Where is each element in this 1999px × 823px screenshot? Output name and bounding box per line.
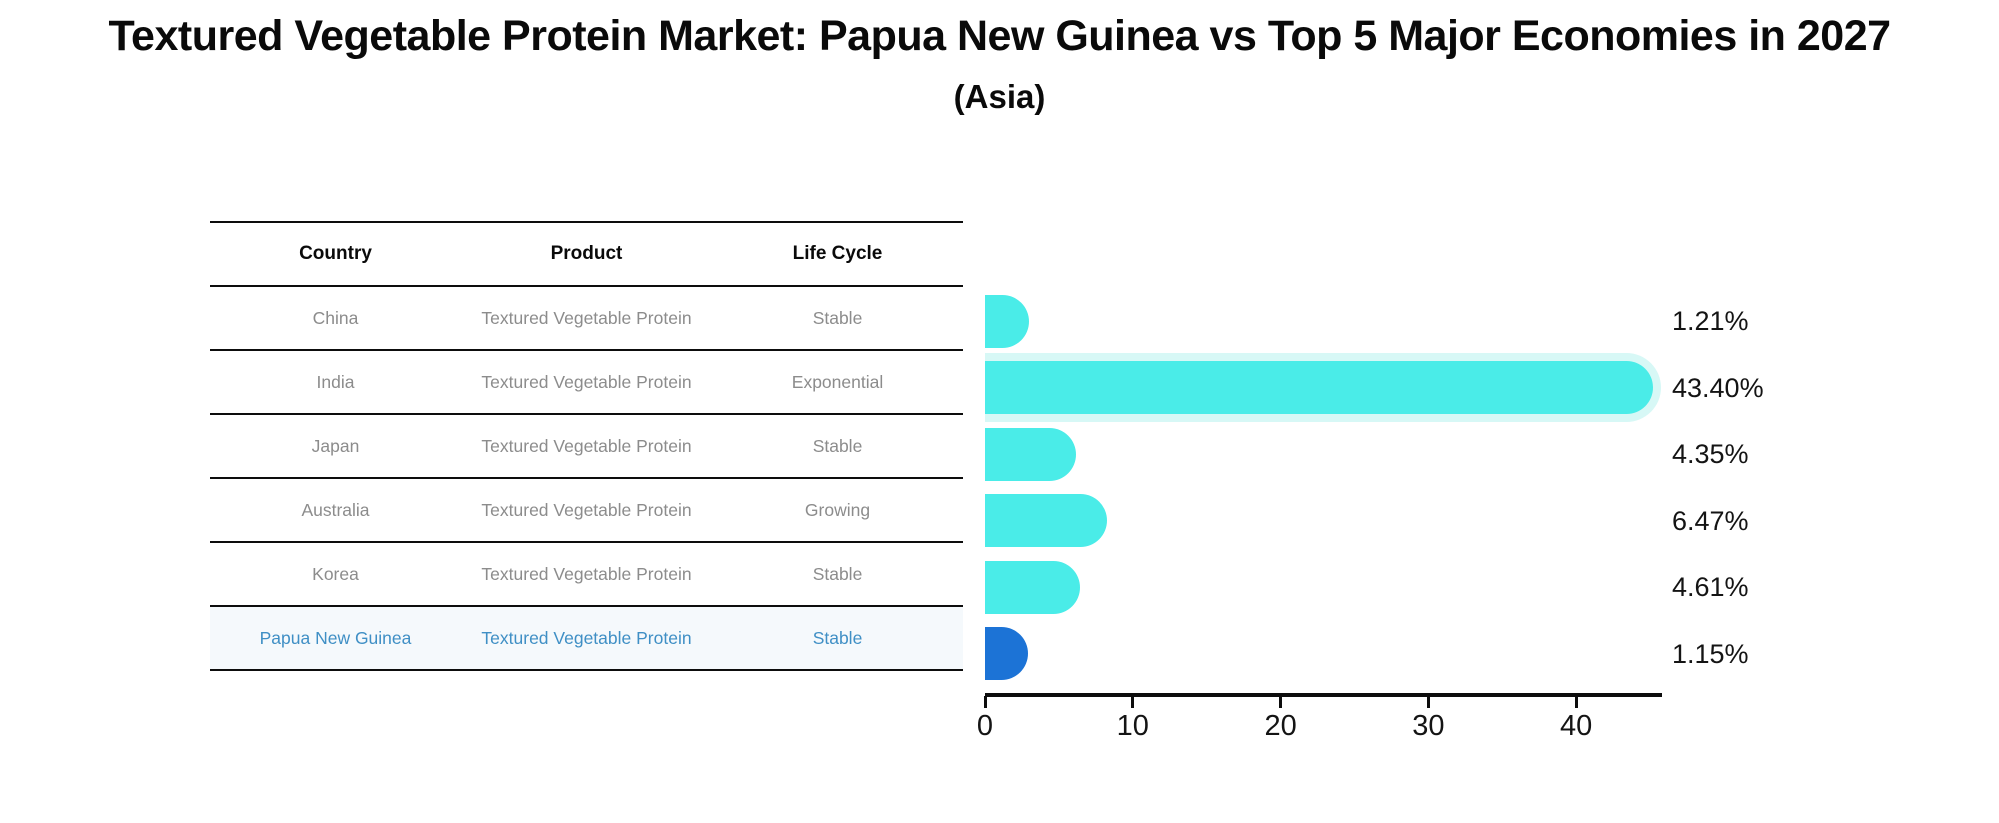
product-cell: Textured Vegetable Protein: [481, 371, 692, 392]
x-axis-tick-label: 40: [1560, 710, 1593, 742]
table-row: India Textured Vegetable Protein Exponenti…: [210, 350, 963, 414]
bar-china: [985, 294, 1030, 348]
x-axis-tick-label: 10: [1116, 710, 1149, 742]
country-cell: India: [316, 371, 355, 392]
table-row: Australia Textured Vegetable Protein Growi…: [210, 478, 963, 542]
bar-korea: [985, 560, 1080, 614]
column-header-country: Country: [299, 243, 372, 264]
chart-subtitle: (Asia): [953, 78, 1046, 115]
country-cell: Australia: [301, 499, 370, 520]
life-cycle-cell: Stable: [712, 606, 963, 670]
table-row: China Textured Vegetable Protein Stable: [210, 286, 963, 350]
table-row: Korea Textured Vegetable Protein Stable: [210, 542, 963, 606]
value-label-australia: 6.47%: [1672, 505, 1749, 536]
bar-papua-new-guinea: [985, 627, 1029, 681]
life-cycle-cell: Growing: [804, 499, 871, 520]
chart-title: Textured Vegetable Protein Market: Papua…: [108, 12, 1891, 60]
value-label-papua-new-guinea: 1.15%: [1672, 638, 1749, 669]
product-cell: Textured Vegetable Protein: [481, 563, 692, 584]
product-cell: Textured Vegetable Protein: [481, 435, 692, 456]
product-cell: Textured Vegetable Protein: [461, 606, 712, 670]
x-axis-tick: [1574, 696, 1578, 708]
column-header-product: Product: [550, 243, 623, 264]
country-cell: Japan: [311, 435, 360, 456]
product-cell: Textured Vegetable Protein: [481, 499, 692, 520]
x-axis-tick-label: 30: [1412, 710, 1445, 742]
x-axis-tick: [1279, 696, 1283, 708]
x-axis-tick: [1131, 696, 1135, 708]
value-label-korea: 4.61%: [1672, 572, 1749, 603]
country-cell: Papua New Guinea: [210, 606, 461, 670]
x-axis-line: [985, 693, 1662, 697]
value-label-japan: 4.35%: [1672, 439, 1749, 470]
column-header-life-cycle: Life Cycle: [792, 243, 883, 264]
table-header-row: Country Product Life Cycle: [210, 222, 963, 286]
country-info-table: Country Product Life Cycle China Textured…: [210, 221, 963, 671]
x-axis-tick: [983, 696, 987, 708]
value-label-india: 43.40%: [1672, 372, 1764, 403]
bar-japan: [985, 427, 1076, 481]
x-axis-tick: [1426, 696, 1430, 708]
bar-australia: [985, 494, 1108, 548]
table-row: Japan Textured Vegetable Protein Stable: [210, 414, 963, 478]
x-axis-tick-label: 0: [976, 710, 994, 742]
life-cycle-cell: Stable: [812, 307, 863, 328]
value-label-china: 1.21%: [1672, 306, 1749, 337]
x-axis-tick-label: 20: [1264, 710, 1297, 742]
bar-max-glow: [985, 353, 1661, 423]
life-cycle-cell: Stable: [812, 435, 863, 456]
life-cycle-cell: Exponential: [791, 371, 884, 392]
life-cycle-cell: Stable: [812, 563, 863, 584]
table-row: Papua New Guinea Textured Vegetable Prote…: [210, 606, 963, 670]
product-cell: Textured Vegetable Protein: [481, 307, 692, 328]
country-cell: Korea: [312, 563, 359, 584]
country-cell: China: [312, 307, 359, 328]
bar-india: [985, 361, 1653, 415]
